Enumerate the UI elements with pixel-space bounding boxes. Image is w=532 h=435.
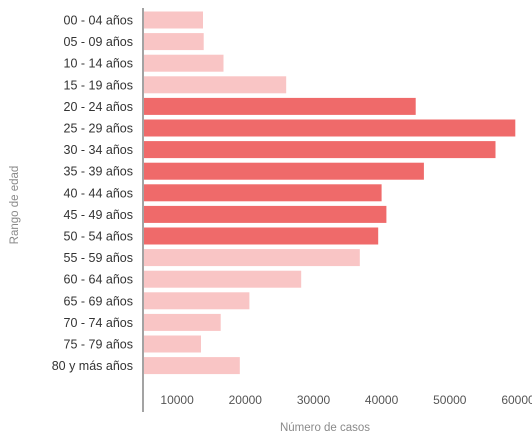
category-label: 35 - 39 años (64, 165, 134, 179)
bar (144, 335, 201, 353)
category-label: 15 - 19 años (64, 78, 134, 92)
x-tick-label: 50000 (433, 393, 467, 407)
bar (144, 249, 360, 267)
x-tick-label: 20000 (229, 393, 263, 407)
category-label: 40 - 44 años (64, 186, 134, 200)
bar (144, 76, 287, 94)
category-label: 25 - 29 años (64, 122, 134, 136)
category-label: 80 y más años (52, 359, 133, 373)
category-label: 20 - 24 años (64, 100, 134, 114)
bars-layer (144, 11, 516, 375)
category-labels: 00 - 04 años 05 - 09 años 10 - 14 años 15 -… (52, 14, 133, 374)
bar (144, 119, 516, 137)
category-label: 50 - 54 años (64, 230, 134, 244)
y-axis-title: Rango de edad (9, 166, 21, 245)
category-label: 70 - 74 años (64, 316, 134, 330)
category-label: 45 - 49 años (64, 208, 134, 222)
bar (144, 227, 379, 245)
category-label: 05 - 09 años (64, 35, 134, 49)
bar (144, 357, 240, 375)
category-label: 55 - 59 años (64, 251, 134, 265)
bar (144, 11, 203, 29)
x-tick-label: 40000 (365, 393, 399, 407)
category-label: 75 - 79 años (64, 338, 134, 352)
bar (144, 97, 416, 115)
bar (144, 313, 221, 331)
x-tick-label: 60000 (501, 393, 532, 407)
bar (144, 54, 224, 72)
x-tick-label: 30000 (297, 393, 331, 407)
category-label: 00 - 04 años (64, 14, 134, 28)
category-label: 65 - 69 años (64, 294, 134, 308)
bar (144, 292, 250, 310)
category-label: 10 - 14 años (64, 57, 134, 71)
bar (144, 184, 382, 202)
x-tick-label: 10000 (160, 393, 194, 407)
bar (144, 162, 424, 180)
category-label: 30 - 34 años (64, 143, 134, 157)
bar (144, 141, 496, 159)
bar (144, 33, 204, 51)
x-axis-title: Número de casos (280, 422, 370, 434)
bar (144, 270, 302, 288)
category-label: 60 - 64 años (64, 273, 134, 287)
x-tick-labels: 10000 20000 30000 40000 50000 60000 (160, 393, 532, 407)
bar (144, 205, 387, 223)
